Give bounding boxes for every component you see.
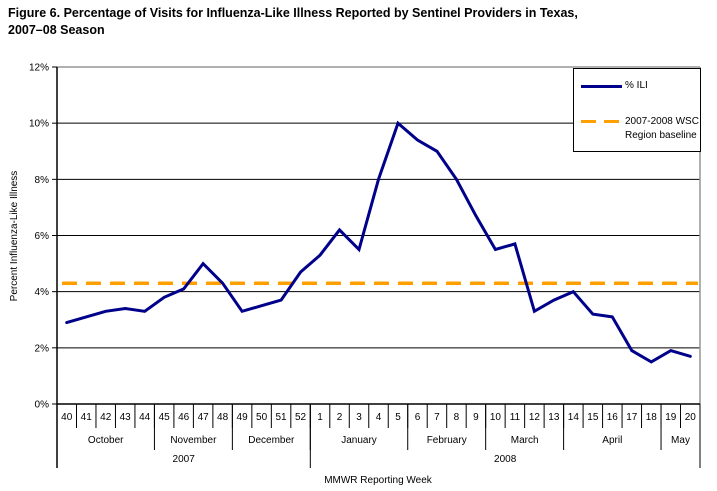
year-label: 2007	[173, 454, 196, 465]
legend-baseline-label-line2: Region baseline	[625, 130, 697, 141]
y-tick-label: 6%	[35, 231, 50, 242]
week-label: 40	[61, 412, 73, 423]
week-label: 8	[454, 412, 460, 423]
chart-title: Figure 6. Percentage of Visits for Influ…	[8, 5, 708, 39]
week-label: 13	[548, 412, 560, 423]
week-label: 2	[337, 412, 343, 423]
baseline-dash-swatch	[581, 120, 622, 123]
week-label: 18	[646, 412, 658, 423]
week-label: 6	[415, 412, 421, 423]
week-label: 12	[529, 412, 541, 423]
y-tick-label: 4%	[35, 287, 50, 298]
week-label: 17	[626, 412, 638, 423]
month-label: February	[427, 435, 467, 446]
week-label: 1	[317, 412, 323, 423]
week-label: 4	[376, 412, 382, 423]
month-label: October	[88, 435, 124, 446]
week-label: 41	[81, 412, 93, 423]
week-label: 50	[256, 412, 268, 423]
legend-baseline-label-line1: 2007-2008 WSC	[625, 116, 699, 127]
week-label: 52	[295, 412, 307, 423]
y-tick-label: 0%	[35, 400, 50, 411]
y-tick-label: 8%	[35, 175, 50, 186]
week-label: 5	[395, 412, 401, 423]
month-label: May	[671, 435, 690, 446]
week-label: 20	[685, 412, 697, 423]
week-label: 10	[490, 412, 502, 423]
y-tick-label: 12%	[29, 63, 49, 74]
week-label: 16	[607, 412, 619, 423]
week-label: 19	[665, 412, 677, 423]
month-label: December	[248, 435, 295, 446]
year-label: 2008	[494, 454, 517, 465]
week-label: 14	[568, 412, 580, 423]
week-label: 7	[434, 412, 440, 423]
legend-item-baseline: 2007-2008 WSC Region baseline	[581, 115, 699, 143]
week-label: 11	[510, 412, 521, 423]
month-label: November	[170, 435, 217, 446]
legend-baseline-label: 2007-2008 WSC Region baseline	[625, 115, 699, 143]
week-label: 9	[473, 412, 479, 423]
week-label: 48	[217, 412, 229, 423]
week-label: 45	[159, 412, 171, 423]
y-axis-title: Percent Influenza-Like Illness	[9, 171, 20, 302]
week-label: 47	[198, 412, 210, 423]
week-label: 43	[120, 412, 132, 423]
ili-series-line	[65, 120, 692, 364]
month-label: April	[602, 435, 622, 446]
week-label: 15	[587, 412, 599, 423]
chart-title-line1: Figure 6. Percentage of Visits for Influ…	[8, 6, 578, 20]
week-label: 46	[178, 412, 190, 423]
ili-line-swatch	[581, 84, 622, 88]
legend-ili-label: % ILI	[625, 80, 648, 91]
y-tick-label: 2%	[35, 343, 50, 354]
x-axis-title: MMWR Reporting Week	[324, 475, 433, 486]
y-tick-label: 10%	[29, 119, 49, 130]
month-label: March	[511, 435, 539, 446]
week-label: 44	[139, 412, 151, 423]
week-label: 49	[237, 412, 249, 423]
legend: % ILI 2007-2008 WSC Region baseline	[573, 68, 701, 152]
legend-item-ili: % ILI	[581, 79, 648, 93]
chart-title-line2: 2007–08 Season	[8, 23, 105, 37]
week-label: 42	[100, 412, 112, 423]
week-label: 3	[356, 412, 362, 423]
week-label: 51	[276, 412, 288, 423]
month-label: January	[341, 435, 377, 446]
